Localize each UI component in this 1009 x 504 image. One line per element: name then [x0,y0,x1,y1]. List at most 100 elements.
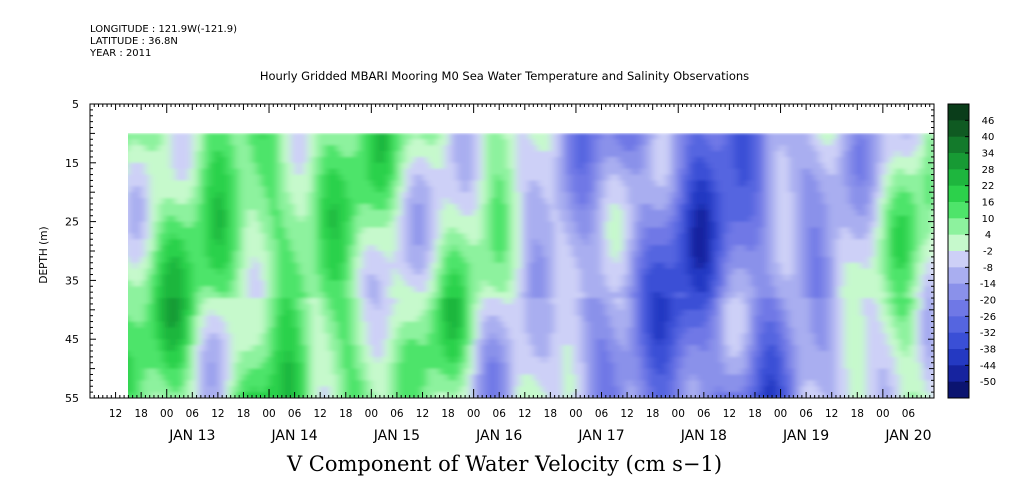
heatmap-cell [431,286,436,293]
heatmap-cell [183,368,189,376]
heatmap-cell [183,274,189,281]
heatmap-cell [281,251,287,258]
heatmap-cell [362,374,368,381]
heatmap-cell [354,186,360,193]
heatmap-cell [503,274,509,281]
heatmap-cell [499,286,505,293]
heatmap-cell [128,303,129,311]
heatmap-cell [554,339,560,346]
heatmap-cell [379,256,385,264]
heatmap-cell [324,298,330,305]
heatmap-cell [431,180,436,187]
heatmap-cell [537,339,543,346]
heatmap-cell [120,316,125,322]
heatmap-cell [239,156,245,164]
heatmap-cell [409,380,415,387]
heatmap-cell [396,186,402,193]
heatmap-cell [256,386,262,393]
heatmap-cell [269,298,274,305]
heatmap-cell [247,392,253,398]
heatmap-cell [298,251,304,258]
heatmap-cell [158,151,164,158]
heatmap-cell [482,162,488,170]
heatmap-cell [345,339,351,346]
heatmap-cell [554,368,560,376]
heatmap-cell [367,303,372,311]
heatmap-cell [350,221,355,229]
heatmap-cell [286,209,291,217]
heatmap-cell [401,227,407,234]
heatmap-cell [367,386,372,393]
heatmap-cell [149,298,155,305]
heatmap-cell [149,139,155,146]
heatmap-cell [371,180,377,187]
heatmap-cell [183,192,189,199]
heatmap-cell [469,151,475,158]
heatmap-cell [558,145,564,152]
heatmap-cell [456,368,462,376]
heatmap-cell [486,292,492,299]
heatmap-cell [260,145,266,152]
heatmap-cell [575,168,581,176]
heatmap-cell [405,221,411,229]
heatmap-cell [541,251,547,258]
heatmap-cell [465,174,470,182]
heatmap-cell [409,309,415,317]
heatmap-cell [128,274,134,281]
heatmap-cell [524,380,530,387]
heatmap-cell [413,280,419,287]
heatmap-cell [243,274,249,281]
heatmap-cell [217,280,223,287]
heatmap-cell [584,298,590,305]
heatmap-cell [294,303,300,311]
heatmap-cell [132,192,138,199]
heatmap-cell [384,239,389,246]
heatmap-cell [264,362,270,370]
heatmap-cell [584,339,590,346]
heatmap-cell [341,350,347,358]
heatmap-cell [128,315,134,323]
heatmap-cell [243,174,249,182]
heatmap-cell [188,274,193,281]
heatmap-cell [205,274,210,281]
heatmap-cell [205,286,210,293]
heatmap-cell [213,168,219,176]
heatmap-cell [247,239,253,246]
heatmap-cell [162,256,168,264]
heatmap-cell [541,374,547,381]
heatmap-cell [230,239,236,246]
heatmap-cell [324,221,330,229]
heatmap-cell [328,239,334,246]
heatmap-cell [251,303,257,311]
heatmap-cell [226,215,232,223]
heatmap-cell [307,286,313,293]
heatmap-cell [290,380,296,387]
heatmap-cell [358,180,364,187]
heatmap-cell [213,239,219,246]
heatmap-cell [116,145,121,151]
heatmap-cell [170,303,176,311]
heatmap-cell [328,192,334,199]
heatmap-cell [384,251,389,258]
heatmap-cell [341,274,347,281]
heatmap-cell [315,145,321,152]
heatmap-cell [409,198,415,205]
heatmap-cell [179,392,185,398]
heatmap-cell [388,362,394,370]
heatmap-cell [384,186,389,193]
heatmap-cell [388,315,394,323]
heatmap-cell [473,380,479,387]
heatmap-cell [290,303,296,311]
heatmap-cell [273,151,279,158]
heatmap-cell [371,380,377,387]
heatmap-cell [230,362,236,370]
heatmap-cell [490,239,496,246]
heatmap-cell [388,133,394,140]
heatmap-cell [443,156,449,164]
heatmap-cell [179,239,185,246]
heatmap-cell [392,256,398,264]
heatmap-cell [337,186,343,193]
heatmap-cell [392,362,398,370]
heatmap-cell [575,333,581,340]
heatmap-cell [465,274,470,281]
